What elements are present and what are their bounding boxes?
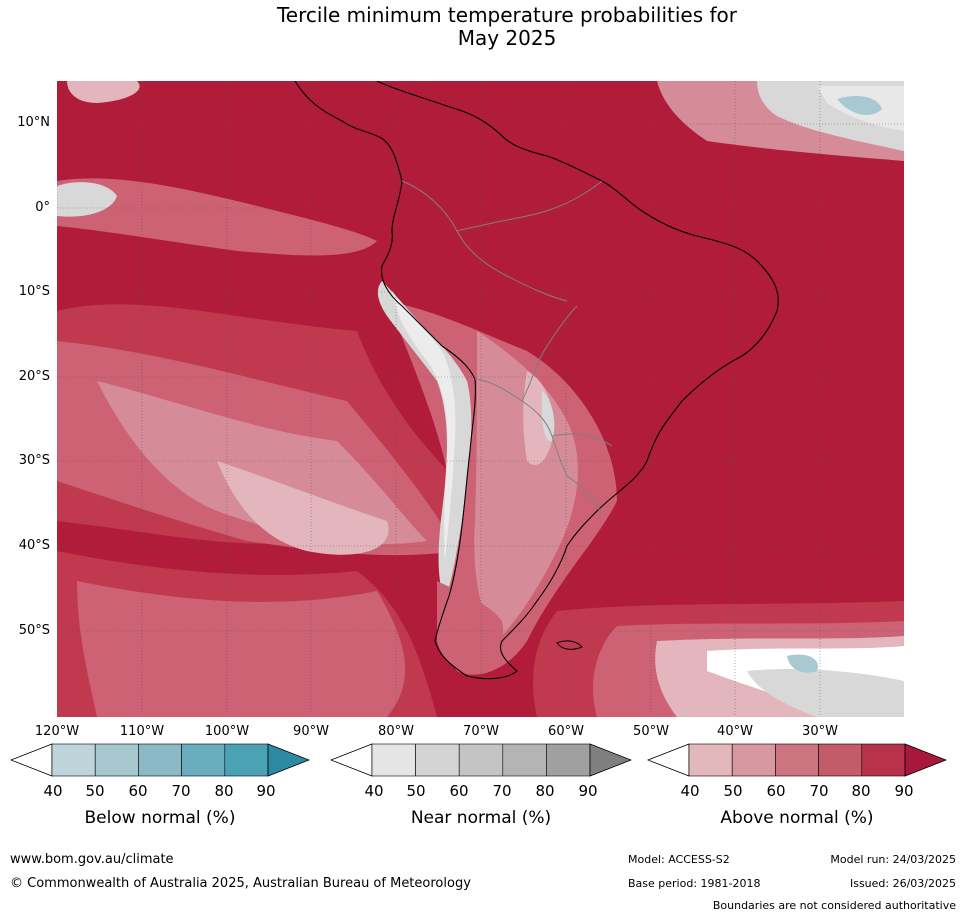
colorbar-segment [731, 743, 776, 777]
near-tick-60: 60 [449, 782, 469, 800]
colorbar-near-normal [330, 743, 632, 777]
colorbar-segment [94, 743, 139, 777]
x-tick-40w: 40°W [717, 724, 753, 739]
title-line-2: May 2025 [457, 26, 557, 50]
x-tick-100w: 100°W [204, 724, 250, 739]
above-60-zone-pacific [97, 381, 427, 545]
y-tick-10s: 10°S [18, 284, 50, 299]
colorbar-above-label: Above normal (%) [720, 808, 874, 828]
copyright-text: © Commonwealth of Australia 2025, Austra… [10, 876, 471, 891]
colorbar-segment [818, 743, 863, 777]
colorbar-segment [138, 743, 182, 777]
disclaimer-text: Boundaries are not considered authoritat… [712, 899, 956, 912]
below-tick-90: 90 [256, 782, 276, 800]
below-normal-zone-atlantic-north [837, 96, 882, 115]
x-tick-110w: 110°W [119, 724, 165, 739]
colorbar-lower-extend [330, 743, 373, 777]
above-50-zone-northwest [67, 81, 140, 103]
colorbar-segment [181, 743, 226, 777]
colorbar-segment [458, 743, 504, 777]
y-tick-30s: 30°S [18, 453, 50, 468]
map-gridlines [57, 81, 904, 717]
y-tick-10n: 10°N [17, 115, 50, 130]
above-70-zone-pacific-south [77, 581, 406, 717]
above-tick-40: 40 [680, 782, 700, 800]
near-normal-gray-zone-atlantic [747, 669, 904, 717]
x-tick-120w: 120°W [34, 724, 80, 739]
country-borders [401, 180, 613, 517]
below-normal-zone-atlantic-south [787, 654, 818, 673]
issued-text: Issued: 26/03/2025 [849, 877, 956, 890]
probability-map[interactable] [57, 81, 904, 717]
colorbar-upper-extend [589, 743, 632, 777]
above-50-zone-pacific [217, 461, 389, 555]
near-tick-90: 90 [578, 782, 598, 800]
below-tick-50: 50 [85, 782, 105, 800]
below-tick-60: 60 [128, 782, 148, 800]
colorbar-segment [546, 743, 591, 777]
colorbar-below-normal [10, 743, 310, 777]
below-tick-80: 80 [214, 782, 234, 800]
above-tick-50: 50 [723, 782, 743, 800]
website-link[interactable]: www.bom.gov.au/climate [10, 852, 174, 867]
patagonia-above-70-zone [437, 581, 504, 672]
colorbar-segment [775, 743, 819, 777]
near-tick-80: 80 [535, 782, 555, 800]
colorbar-segment [51, 743, 96, 777]
x-tick-60w: 60°W [548, 724, 584, 739]
above-70-zone-equator [57, 178, 377, 256]
model-text: Model: ACCESS-S2 [628, 853, 730, 866]
colorbar-lower-extend [10, 743, 53, 777]
colorbar-segment [224, 743, 269, 777]
x-tick-70w: 70°W [463, 724, 499, 739]
andes-near-normal-light-zone [392, 291, 456, 561]
x-tick-30w: 30°W [802, 724, 838, 739]
south-america-coastline [294, 81, 779, 680]
colorbar-segment [861, 743, 906, 777]
above-tick-70: 70 [809, 782, 829, 800]
y-tick-40s: 40°S [18, 538, 50, 553]
colorbar-segment [502, 743, 547, 777]
colorbar-near-label: Near normal (%) [410, 808, 552, 828]
near-tick-70: 70 [492, 782, 512, 800]
colorbar-above-normal [647, 743, 947, 777]
y-tick-20s: 20°S [18, 369, 50, 384]
falkland-islands [556, 640, 583, 650]
map-canvas [57, 81, 904, 717]
x-tick-50w: 50°W [633, 724, 669, 739]
colorbar-segment [371, 743, 416, 777]
colorbar-lower-extend [647, 743, 690, 777]
near-tick-50: 50 [406, 782, 426, 800]
colorbar-upper-extend [904, 743, 947, 777]
y-tick-50s: 50°S [18, 623, 50, 638]
title-line-1: Tercile minimum temperature probabilitie… [276, 3, 738, 27]
near-tick-40: 40 [364, 782, 384, 800]
chart-title: Tercile minimum temperature probabilitie… [0, 4, 965, 50]
colorbar-below-label: Below normal (%) [84, 808, 236, 828]
colorbar-segment [688, 743, 733, 777]
land-above-50-zone [523, 371, 554, 465]
model-run-text: Model run: 24/03/2025 [830, 853, 956, 866]
above-tick-80: 80 [851, 782, 871, 800]
below-tick-40: 40 [43, 782, 63, 800]
colorbar-upper-extend [267, 743, 310, 777]
x-tick-80w: 80°W [378, 724, 414, 739]
base-period-text: Base period: 1981-2018 [628, 877, 761, 890]
above-tick-60: 60 [766, 782, 786, 800]
above-tick-90: 90 [894, 782, 914, 800]
x-tick-90w: 90°W [293, 724, 329, 739]
land-near-normal-zone [541, 391, 555, 442]
colorbar-segment [415, 743, 460, 777]
y-tick-0: 0° [35, 200, 50, 215]
below-tick-70: 70 [171, 782, 191, 800]
